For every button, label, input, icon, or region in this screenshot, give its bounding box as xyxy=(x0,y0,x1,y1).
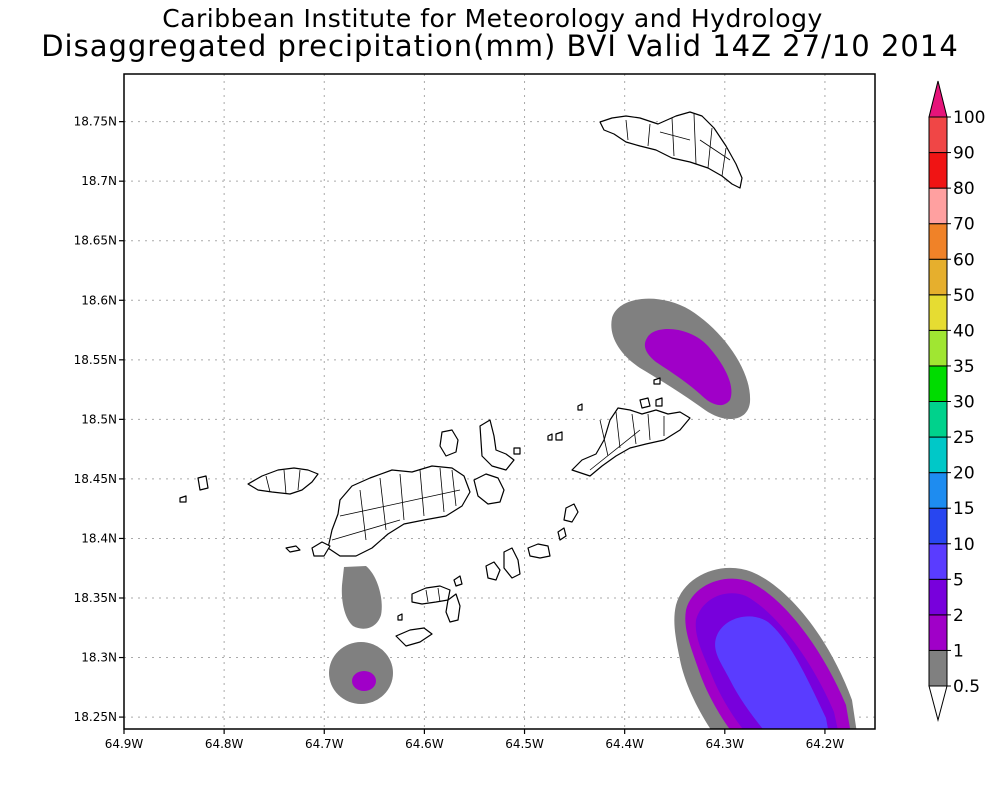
colorbar-label: 80 xyxy=(953,179,975,199)
island-islet-mid-3 xyxy=(577,403,583,411)
colorbar-swatch xyxy=(928,614,948,651)
colorbar-label: 20 xyxy=(953,464,975,484)
colorbar-label: 50 xyxy=(953,286,975,306)
y-tick-label: 18.45N xyxy=(74,472,117,486)
colorbar-swatch xyxy=(928,436,948,474)
colorbar-swatch xyxy=(928,649,948,687)
island-salt xyxy=(485,561,501,581)
colorbar-label: 2 xyxy=(953,606,964,626)
island-virgin-gorda xyxy=(571,407,691,477)
colorbar-label: 0.5 xyxy=(953,677,980,697)
colorbar-swatch xyxy=(928,578,948,616)
y-tick-label: 18.3N xyxy=(81,651,117,665)
island-ginger xyxy=(527,543,551,559)
colorbar-label: 40 xyxy=(953,321,975,341)
colorbar-swatch xyxy=(928,187,948,225)
island-scrub xyxy=(479,419,515,471)
colorbar-swatch xyxy=(928,401,948,438)
island-islet-ne-2 xyxy=(655,397,663,407)
precip-area-north-east xyxy=(611,298,751,420)
colorbar-swatch xyxy=(928,472,948,509)
island-islet-west-1 xyxy=(197,475,209,491)
island-islet-mid-1 xyxy=(555,431,563,441)
islands-layer xyxy=(179,111,743,647)
island-anegada xyxy=(599,111,743,189)
colorbar-bottom-triangle xyxy=(928,685,948,722)
island-peter xyxy=(411,585,451,605)
colorbar-label: 100 xyxy=(953,108,985,128)
precip-ne-level2 xyxy=(644,328,732,406)
island-flanagan xyxy=(395,627,433,647)
island-cooper xyxy=(503,547,521,579)
precip-swu-level1 xyxy=(341,566,382,629)
y-axis: 18.25N 18.3N 18.35N 18.4N 18.45N 18.5N 18.55N 1… xyxy=(74,115,124,724)
colorbar-swatch xyxy=(928,329,948,367)
colorbar-label: 90 xyxy=(953,144,975,164)
precip-layer xyxy=(329,298,857,729)
y-tick-label: 18.35N xyxy=(74,591,117,605)
colorbar-label: 35 xyxy=(953,357,975,377)
island-islet-mid-4 xyxy=(513,447,521,455)
precip-area-south-west-lower xyxy=(329,642,393,704)
colorbar-swatch xyxy=(928,116,948,154)
colorbar-label: 60 xyxy=(953,250,975,270)
island-great-camanoe xyxy=(473,473,505,505)
colorbar-label: 30 xyxy=(953,393,975,413)
map-frame xyxy=(123,73,876,730)
chart-title-line1: Caribbean Institute for Meteorology and … xyxy=(162,4,823,33)
island-islet-west-2 xyxy=(179,495,187,503)
colorbar-swatch xyxy=(928,294,948,331)
colorbar-top-triangle xyxy=(928,80,948,118)
island-round-rock xyxy=(557,527,567,541)
island-fallen-jerusalem xyxy=(563,503,579,523)
island-little-thatch xyxy=(311,541,331,557)
colorbar-label: 1 xyxy=(953,641,964,661)
island-islet-west-3 xyxy=(285,545,301,553)
x-tick-label: 64.4W xyxy=(605,737,644,751)
precip-area-south-east xyxy=(674,567,857,729)
x-tick-label: 64.3W xyxy=(706,737,745,751)
precip-swl-level2 xyxy=(352,671,376,691)
colorbar-label: 70 xyxy=(953,215,975,235)
island-jost-van-dyke xyxy=(247,467,319,495)
island-norman xyxy=(445,593,461,623)
chart-title-line2: Disaggregated precipitation(mm) BVI Vali… xyxy=(41,29,959,63)
colorbar-label: 10 xyxy=(953,535,975,555)
colorbar-swatch xyxy=(928,365,948,402)
y-tick-label: 18.5N xyxy=(81,412,117,426)
y-tick-label: 18.65N xyxy=(74,234,117,248)
y-tick-label: 18.7N xyxy=(81,174,117,188)
y-tick-label: 18.6N xyxy=(81,293,117,307)
island-guana xyxy=(439,429,459,457)
precip-se-level4 xyxy=(715,616,828,729)
colorbar-swatch xyxy=(928,258,948,296)
island-islet-ne-1 xyxy=(639,397,651,409)
x-tick-label: 64.5W xyxy=(505,737,544,751)
x-axis: 64.9W 64.8W 64.7W 64.6W 64.5W 64.4W 64.3W 64.2W xyxy=(105,729,845,751)
island-islet-mid-2 xyxy=(547,433,553,441)
y-tick-label: 18.55N xyxy=(74,353,117,367)
island-islet-south xyxy=(397,613,403,621)
colorbar-swatch xyxy=(928,152,948,189)
precip-area-south-west-upper xyxy=(341,566,382,629)
colorbar-label: 5 xyxy=(953,570,964,590)
island-pelican xyxy=(453,575,463,587)
island-tortola xyxy=(327,465,471,557)
x-tick-label: 64.2W xyxy=(806,737,845,751)
y-tick-label: 18.75N xyxy=(74,115,117,129)
colorbar-swatch xyxy=(928,543,948,580)
island-islet-ne-3 xyxy=(653,377,661,385)
x-tick-label: 64.7W xyxy=(305,737,344,751)
colorbar-swatch xyxy=(928,507,948,545)
x-tick-label: 64.9W xyxy=(105,737,144,751)
x-tick-label: 64.8W xyxy=(205,737,244,751)
colorbar-label: 15 xyxy=(953,499,975,519)
x-tick-label: 64.6W xyxy=(405,737,444,751)
y-tick-label: 18.4N xyxy=(81,531,117,545)
colorbar-swatch xyxy=(928,223,948,260)
y-tick-label: 18.25N xyxy=(74,710,117,724)
colorbar-label: 25 xyxy=(953,428,975,448)
